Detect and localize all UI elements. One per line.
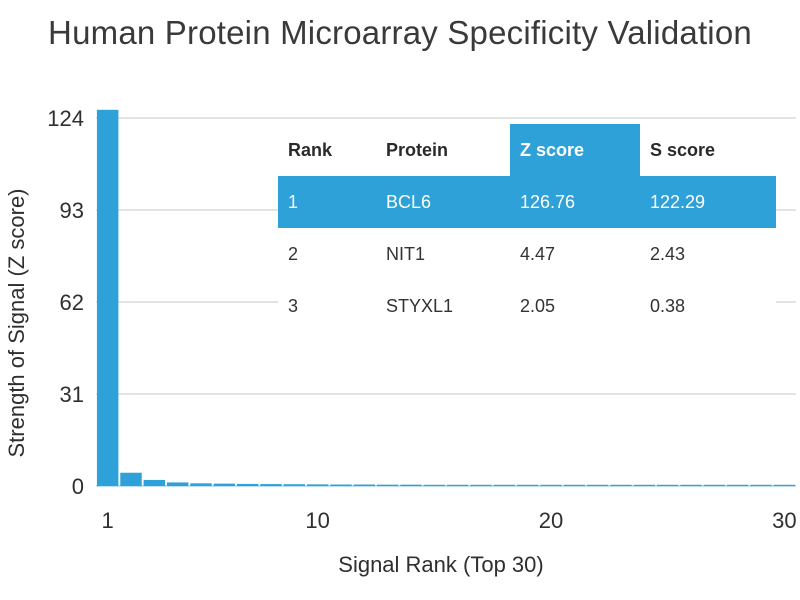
bar-rank-9 — [283, 484, 306, 486]
x-tick-labels: 1 10 20 30 — [102, 508, 797, 533]
bar-rank-12 — [353, 484, 376, 486]
bar-rank-11 — [330, 484, 352, 486]
cell-protein: STYXL1 — [386, 295, 454, 316]
y-tick-label: 31 — [60, 382, 84, 407]
bar-rank-17 — [470, 484, 492, 486]
column-header-s-score: S score — [650, 139, 716, 160]
column-header-rank: Rank — [288, 139, 333, 160]
bar-rank-30 — [773, 484, 796, 486]
cell-s-score: 0.38 — [650, 295, 686, 316]
cell-rank: 1 — [278, 176, 376, 228]
cell-protein: BCL6 — [376, 176, 510, 228]
cell-rank: 3 — [288, 295, 299, 316]
bars — [96, 109, 796, 487]
column-header-protein: Protein — [386, 139, 449, 160]
y-tick-labels: 0 31 62 93 124 — [47, 106, 84, 499]
cell-s-score: 2.43 — [650, 243, 686, 264]
table-header-row: Rank Protein Z score S score — [278, 124, 776, 176]
bar-rank-7 — [236, 483, 259, 486]
bar-rank-22 — [586, 484, 609, 486]
x-tick-label: 10 — [305, 508, 329, 533]
bar-rank-27 — [703, 484, 726, 486]
bar-rank-20 — [540, 484, 562, 486]
bar-rank-8 — [260, 484, 282, 486]
y-tick-label: 93 — [60, 198, 84, 223]
bar-rank-18 — [493, 484, 516, 486]
x-tick-label: 30 — [772, 508, 796, 533]
cell-protein: NIT1 — [386, 243, 426, 264]
cell-rank: 2 — [288, 243, 299, 264]
bar-rank-6 — [213, 483, 236, 486]
bar-rank-5 — [190, 483, 212, 486]
bar-rank-10 — [306, 484, 329, 486]
bar-rank-29 — [750, 484, 772, 486]
x-tick-label: 1 — [102, 508, 114, 533]
bar-rank-2 — [120, 472, 142, 486]
table-row: 1 BCL6 126.76 122.29 — [278, 176, 776, 228]
table-row: 2 NIT1 4.47 2.43 — [278, 228, 776, 280]
top-hits-table: Rank Protein Z score S score 1 BCL6 126.… — [278, 124, 776, 332]
bar-rank-1 — [96, 109, 119, 487]
bar-rank-24 — [633, 484, 656, 486]
x-tick-label: 20 — [539, 508, 563, 533]
bar-rank-14 — [400, 484, 422, 486]
y-tick-label: 124 — [47, 106, 84, 131]
cell-s-score: 122.29 — [640, 176, 776, 228]
bar-rank-28 — [726, 484, 749, 486]
table-row: 3 STYXL1 2.05 0.38 — [278, 280, 776, 332]
column-header-z-score: Z score — [510, 124, 640, 176]
bar-rank-23 — [610, 484, 632, 486]
chart-title: Human Protein Microarray Specificity Val… — [48, 14, 752, 51]
y-tick-label: 0 — [72, 474, 84, 499]
x-axis-title: Signal Rank (Top 30) — [338, 552, 543, 577]
bar-rank-16 — [446, 484, 469, 486]
y-tick-label: 62 — [60, 290, 84, 315]
bar-rank-26 — [680, 484, 702, 486]
bar-rank-15 — [423, 484, 446, 486]
y-axis-title: Strength of Signal (Z score) — [4, 188, 29, 457]
cell-z-score: 4.47 — [520, 243, 556, 264]
bar-rank-3 — [143, 479, 166, 486]
bar-rank-25 — [656, 484, 679, 486]
bar-rank-4 — [166, 482, 189, 486]
cell-z-score: 2.05 — [520, 295, 556, 316]
bar-rank-21 — [563, 484, 586, 486]
bar-rank-19 — [516, 484, 539, 486]
cell-z-score: 126.76 — [510, 176, 640, 228]
bar-rank-13 — [376, 484, 399, 486]
